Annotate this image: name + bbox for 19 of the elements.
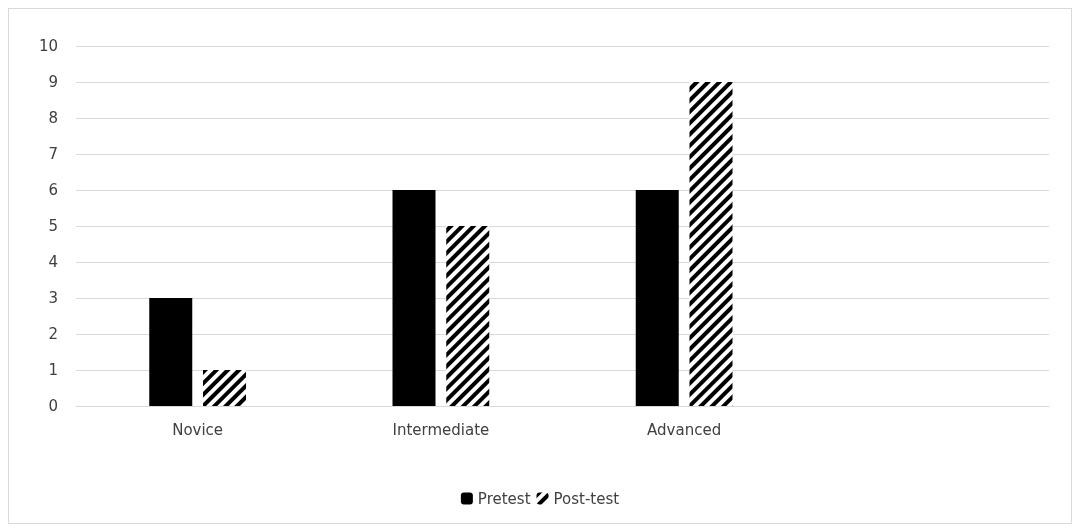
y-tick-label: 1 <box>48 361 58 379</box>
x-tick-label: Advanced <box>647 420 722 439</box>
bar <box>149 298 193 406</box>
x-tick-label: Novice <box>172 420 224 439</box>
y-tick-label: 2 <box>48 325 58 343</box>
y-tick-label: 10 <box>38 37 58 55</box>
y-tick-label: 4 <box>48 253 58 271</box>
y-tick-label: 5 <box>48 217 58 235</box>
legend-label: Pretest <box>477 489 531 508</box>
bar <box>635 190 679 406</box>
x-tick-label: Intermediate <box>392 420 490 439</box>
legend-label: Post-test <box>553 489 620 508</box>
y-tick-label: 0 <box>48 397 58 415</box>
y-tick-label: 3 <box>48 289 58 307</box>
y-tick-label: 7 <box>48 145 58 163</box>
bar <box>392 190 436 406</box>
y-tick-label: 9 <box>48 73 58 91</box>
y-tick-label: 8 <box>48 109 58 127</box>
y-tick-label: 6 <box>48 181 58 199</box>
